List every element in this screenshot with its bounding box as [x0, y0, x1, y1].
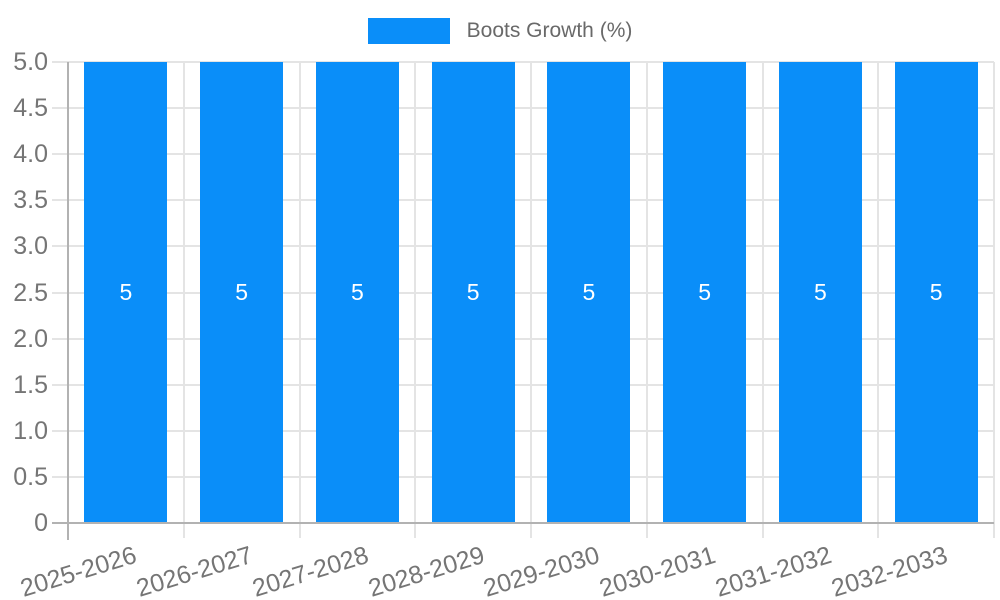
y-gridline	[52, 337, 994, 340]
bar-value-label: 5	[466, 279, 480, 305]
legend-label: Boots Growth (%)	[466, 19, 633, 42]
bar[interactable]: 5	[894, 62, 978, 523]
y-tick-label: 3.5	[13, 186, 48, 215]
y-axis-line	[67, 62, 69, 540]
y-gridline	[52, 107, 994, 110]
y-gridline	[52, 291, 994, 294]
x-gridline	[877, 62, 880, 523]
y-gridline	[52, 245, 994, 248]
x-tick-label: 2026-2027	[133, 541, 256, 600]
y-tick-label: 1.5	[13, 370, 48, 399]
bar-value-label: 5	[235, 279, 249, 305]
y-tick-label: 2.5	[13, 278, 48, 307]
x-axis-tick	[530, 523, 532, 538]
x-axis-tick	[414, 523, 417, 538]
y-gridline	[52, 383, 994, 386]
x-axis-tick	[761, 523, 764, 538]
bar-value-label: 5	[698, 279, 712, 305]
x-gridline	[645, 62, 648, 523]
bar[interactable]: 5	[315, 62, 399, 523]
y-tick-label: 2.0	[13, 324, 48, 353]
bar[interactable]: 5	[200, 62, 284, 523]
x-axis-tick	[645, 523, 648, 538]
x-axis-tick	[877, 523, 880, 538]
y-tick-label: 0.5	[13, 462, 48, 491]
bar[interactable]: 5	[547, 62, 631, 523]
x-axis-tick	[993, 523, 995, 538]
legend-swatch	[367, 18, 450, 44]
x-tick-label: 2029-2030	[480, 541, 604, 600]
y-gridline	[52, 199, 994, 202]
bar-value-label: 5	[813, 279, 827, 305]
bar-value-label: 5	[929, 279, 943, 305]
x-gridline	[530, 62, 532, 523]
y-tick-label: 4.0	[13, 140, 48, 169]
y-tick-label: 4.5	[13, 94, 48, 123]
x-tick-label: 2025-2026	[17, 541, 141, 600]
bar[interactable]: 5	[778, 62, 862, 523]
legend-item[interactable]: Boots Growth (%)	[0, 18, 1000, 44]
x-gridline	[761, 62, 764, 523]
x-gridline	[414, 62, 417, 523]
x-tick-label: 2027-2028	[249, 541, 372, 600]
x-axis-line	[52, 522, 994, 524]
x-tick-label: 2028-2029	[364, 541, 488, 600]
y-gridline	[52, 61, 994, 63]
x-tick-label: 2031-2032	[712, 541, 835, 600]
plot-area: 5 5 5 5 5 5 5 5	[52, 61, 995, 540]
bar-value-label: 5	[350, 279, 364, 305]
x-gridline	[298, 62, 301, 523]
y-tick-label: 5.0	[13, 48, 48, 76]
y-gridline	[52, 153, 994, 156]
y-gridline	[52, 429, 994, 432]
x-tick-label: 2030-2031	[596, 541, 719, 600]
bar[interactable]: 5	[84, 62, 168, 523]
bar-value-label: 5	[582, 279, 596, 305]
x-tick-label: 2032-2033	[827, 541, 951, 600]
x-gridline	[182, 62, 185, 523]
x-axis-tick	[298, 523, 301, 538]
bar[interactable]: 5	[431, 62, 515, 523]
bar[interactable]: 5	[663, 62, 747, 523]
y-tick-label: 0	[34, 509, 48, 537]
y-tick-label: 3.0	[13, 232, 48, 261]
x-axis-tick	[182, 523, 185, 538]
y-gridline	[52, 475, 994, 478]
x-gridline	[993, 62, 995, 523]
y-tick-label: 1.0	[13, 416, 48, 445]
bar-value-label: 5	[119, 279, 133, 305]
